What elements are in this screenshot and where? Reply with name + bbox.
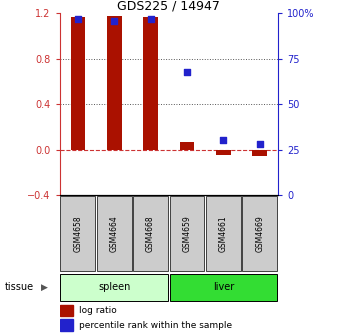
Text: ▶: ▶: [41, 283, 48, 292]
Bar: [252, 150, 267, 156]
Bar: [71, 17, 85, 150]
Point: [184, 69, 190, 74]
Bar: [60, 197, 95, 270]
Title: GDS225 / 14947: GDS225 / 14947: [117, 0, 220, 12]
Bar: [216, 150, 231, 155]
Text: GSM4659: GSM4659: [182, 215, 192, 252]
Text: GSM4669: GSM4669: [255, 215, 264, 252]
Bar: [180, 141, 194, 150]
Point: [75, 16, 80, 22]
Bar: [60, 274, 168, 301]
Bar: [169, 197, 205, 270]
Text: GSM4658: GSM4658: [73, 215, 83, 252]
Text: log ratio: log ratio: [79, 306, 117, 316]
Text: GSM4668: GSM4668: [146, 215, 155, 252]
Bar: [107, 16, 121, 150]
Bar: [133, 197, 168, 270]
Bar: [97, 197, 132, 270]
Text: percentile rank within the sample: percentile rank within the sample: [79, 321, 233, 330]
Bar: [169, 274, 277, 301]
Bar: [143, 17, 158, 150]
Bar: [242, 197, 277, 270]
Text: tissue: tissue: [5, 282, 34, 292]
Bar: [60, 319, 73, 331]
Point: [221, 138, 226, 143]
Point: [257, 141, 263, 147]
Point: [112, 18, 117, 24]
Text: GSM4664: GSM4664: [110, 215, 119, 252]
Text: GSM4661: GSM4661: [219, 215, 228, 252]
Point: [148, 16, 153, 22]
Bar: [206, 197, 241, 270]
Text: spleen: spleen: [98, 282, 130, 292]
Bar: [60, 304, 73, 316]
Text: liver: liver: [213, 282, 234, 292]
